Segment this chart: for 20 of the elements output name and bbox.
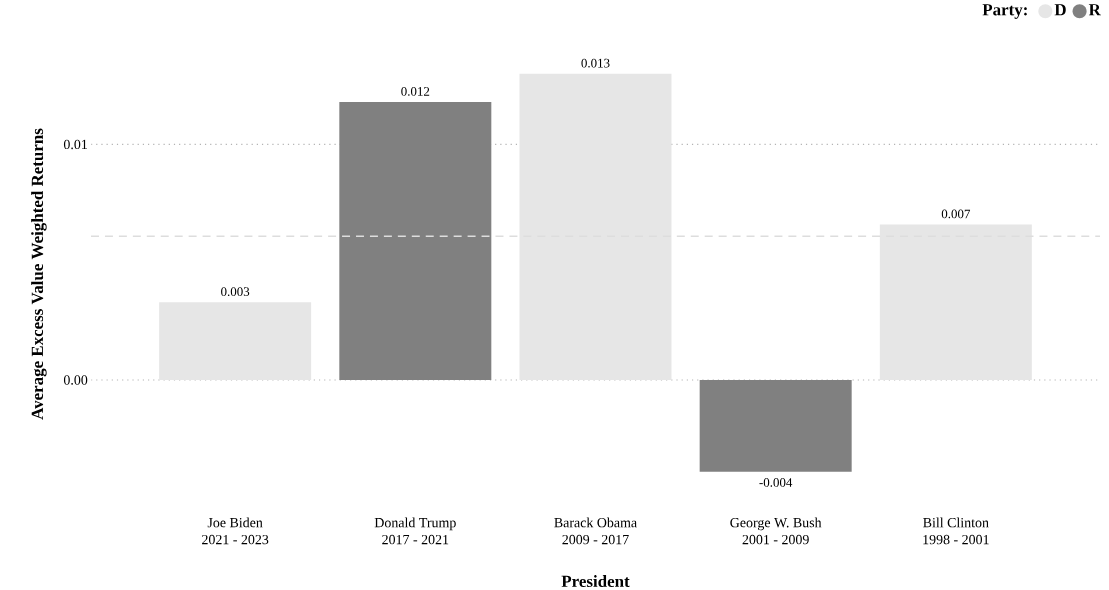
x-tick-label: Barack Obama 2009 - 2017 (554, 517, 637, 545)
x-tick-label: Donald Trump 2017 - 2021 (374, 517, 456, 545)
y-axis-title: Average Excess Value Weighted Returns (31, 128, 47, 420)
legend-title: Party: (982, 4, 1027, 19)
y-tick-label: 0.00 (63, 375, 88, 385)
x-tick-label: Bill Clinton 1998 - 2001 (923, 517, 989, 545)
y-tick-label: 0.01 (63, 139, 87, 150)
data-label: 0.003 (221, 287, 250, 296)
bar (159, 302, 312, 380)
x-tick-label: Joe Biden 2021 - 2023 (202, 517, 269, 545)
x-tick-label: George W. Bush 2001 - 2009 (730, 517, 822, 545)
data-label: 0.007 (941, 209, 971, 219)
legend-label: R (1088, 4, 1101, 16)
x-axis-title: President (561, 574, 630, 587)
bar (699, 379, 852, 472)
bar (339, 101, 492, 380)
data-label: 0.012 (401, 86, 430, 96)
legend-label: D (1054, 4, 1066, 16)
data-label: 0.013 (581, 58, 610, 68)
data-label: -0.004 (759, 477, 793, 487)
